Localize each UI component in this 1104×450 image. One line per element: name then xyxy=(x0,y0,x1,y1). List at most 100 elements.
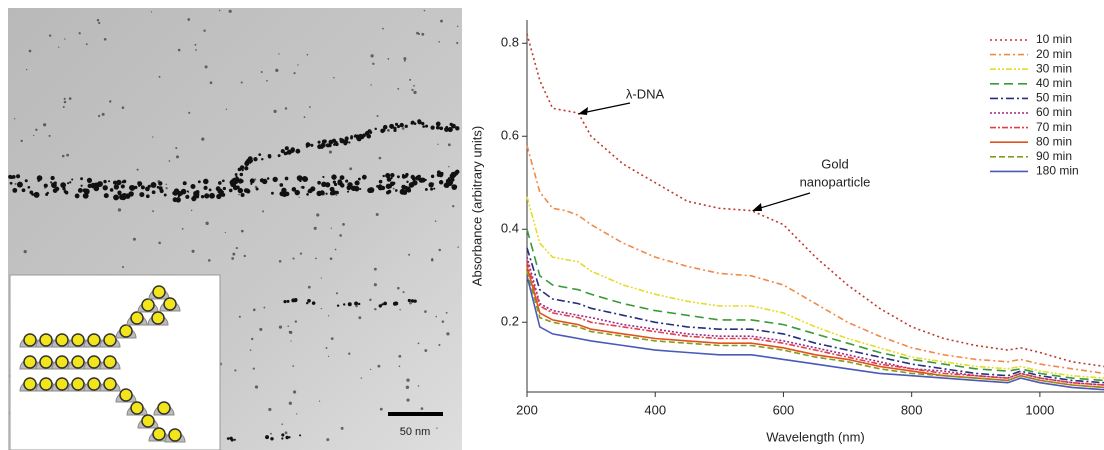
speck xyxy=(441,320,445,323)
speck xyxy=(303,116,306,118)
speck xyxy=(122,266,124,269)
gold-particle xyxy=(130,401,144,415)
nanoparticle xyxy=(284,176,289,181)
nanoparticle xyxy=(137,181,143,187)
speck xyxy=(292,390,297,394)
speck xyxy=(14,182,17,185)
nanoparticle xyxy=(232,185,239,191)
speck xyxy=(66,153,70,157)
speck xyxy=(152,210,154,213)
nanoparticle xyxy=(310,143,314,147)
nanoparticle xyxy=(389,181,395,187)
y-tick-label: 0.8 xyxy=(501,35,519,50)
speck xyxy=(177,48,181,52)
annotation-arrow xyxy=(581,102,631,114)
legend-label: 50 min xyxy=(1036,91,1072,105)
nanoparticle xyxy=(451,123,456,129)
nanoparticle xyxy=(244,166,249,171)
annotation: nanoparticle xyxy=(800,174,871,189)
nanoparticle xyxy=(347,182,353,188)
speck xyxy=(318,400,321,402)
nanoparticle xyxy=(209,192,215,199)
speck xyxy=(266,79,268,82)
nanoparticle xyxy=(80,177,83,181)
nanoparticle xyxy=(378,304,382,308)
nanoparticle xyxy=(208,188,212,192)
speck xyxy=(270,432,272,435)
speck xyxy=(411,88,414,91)
nanoparticle xyxy=(425,124,429,128)
nanoparticle xyxy=(353,186,360,192)
x-tick-label: 800 xyxy=(901,402,923,417)
speck xyxy=(284,431,288,435)
speck xyxy=(63,97,66,100)
nanoparticle xyxy=(385,183,391,189)
gold-particle xyxy=(55,377,69,391)
arrow-head xyxy=(752,203,762,211)
speck xyxy=(360,377,363,379)
nanoparticle xyxy=(435,125,440,130)
nanoparticle xyxy=(386,177,392,182)
speck xyxy=(228,9,232,13)
speck xyxy=(208,259,211,262)
nanoparticle xyxy=(108,180,111,183)
series-line xyxy=(526,228,1104,382)
speck xyxy=(187,18,191,21)
x-tick-label: 600 xyxy=(773,402,795,417)
nanoparticle xyxy=(291,298,296,303)
nanoparticle xyxy=(237,178,244,184)
nanoparticle xyxy=(281,191,288,198)
speck xyxy=(25,68,28,71)
legend-label: 30 min xyxy=(1036,61,1072,75)
gold-particle xyxy=(23,377,37,391)
nanoparticle xyxy=(322,175,325,179)
gold-particle xyxy=(39,333,53,347)
nanoparticle xyxy=(284,146,289,151)
nanoparticle xyxy=(455,126,460,131)
gold-particle xyxy=(71,377,85,391)
nanoparticle xyxy=(413,122,417,126)
nanoparticle xyxy=(331,174,337,180)
nanoparticle xyxy=(396,175,400,179)
nanoparticle xyxy=(306,301,309,305)
speck xyxy=(403,59,406,62)
gold-particle xyxy=(39,377,53,391)
nanoparticle xyxy=(163,193,167,197)
speck xyxy=(278,325,283,329)
nanoparticle xyxy=(325,143,330,148)
speck xyxy=(406,398,410,402)
speck xyxy=(409,301,412,305)
nanoparticle xyxy=(451,184,458,190)
nanoparticle xyxy=(83,188,90,195)
nanoparticle xyxy=(317,140,321,144)
nanoparticle xyxy=(294,189,301,196)
speck xyxy=(326,438,330,442)
speck xyxy=(330,227,332,229)
nanoparticle xyxy=(235,177,240,181)
speck xyxy=(14,118,16,120)
nanoparticle xyxy=(361,174,367,180)
gold-particle xyxy=(71,355,85,369)
nanoparticle xyxy=(67,182,70,185)
nanoparticle xyxy=(311,301,316,305)
nanoparticle xyxy=(292,188,295,191)
speck xyxy=(181,227,184,230)
speck xyxy=(400,428,403,430)
speck xyxy=(58,46,60,48)
nanoparticle xyxy=(296,175,303,181)
legend-label: 70 min xyxy=(1036,120,1072,134)
nanoparticle xyxy=(339,138,345,144)
nanoparticle xyxy=(200,194,205,199)
speck xyxy=(417,385,420,387)
nanoparticle xyxy=(453,171,459,176)
x-tick-label: 1000 xyxy=(1025,402,1054,417)
nanoparticle xyxy=(386,190,390,195)
speck xyxy=(252,367,255,370)
nanoparticle xyxy=(266,177,270,180)
speck xyxy=(421,32,425,36)
nanoparticle xyxy=(204,193,210,199)
nanoparticle xyxy=(366,133,369,137)
nanoparticle xyxy=(116,179,122,186)
gold-particle xyxy=(141,414,155,428)
nanoparticle xyxy=(77,187,83,193)
